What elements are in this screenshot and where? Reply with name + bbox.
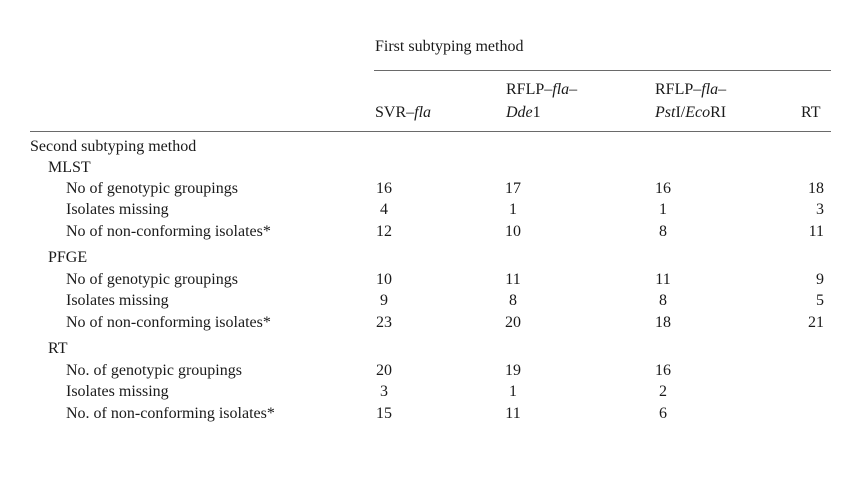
cell-value: 16 bbox=[376, 180, 392, 197]
cell-value: 9 bbox=[380, 292, 388, 309]
row-label: No of genotypic groupings bbox=[66, 271, 238, 288]
cell-value: 3 bbox=[380, 383, 388, 400]
row-label: Isolates missing bbox=[66, 201, 169, 218]
cell-value: 18 bbox=[655, 314, 671, 331]
cell-value: 1 bbox=[509, 201, 517, 218]
cell-value: 8 bbox=[509, 292, 517, 309]
cell-value: 1 bbox=[659, 201, 667, 218]
cell-value: 3 bbox=[816, 201, 824, 218]
cell-value: 5 bbox=[816, 292, 824, 309]
row-label: No of genotypic groupings bbox=[66, 180, 238, 197]
cell-value: 16 bbox=[655, 180, 671, 197]
first-method-title: First subtyping method bbox=[375, 38, 524, 55]
header-bottom-rule bbox=[30, 131, 831, 132]
cell-value: 8 bbox=[659, 223, 667, 240]
cell-value: 6 bbox=[659, 405, 667, 422]
cell-value: 23 bbox=[376, 314, 392, 331]
cell-value: 2 bbox=[659, 383, 667, 400]
col-header-rflp-pst-line2: PstI/EcoRI bbox=[655, 104, 727, 121]
col-header-rflp-pst-line1: RFLP–fla– bbox=[655, 81, 727, 98]
cell-value: 9 bbox=[816, 271, 824, 288]
row-label: No. of genotypic groupings bbox=[66, 362, 242, 379]
cell-value: 8 bbox=[659, 292, 667, 309]
section-name-pfge: PFGE bbox=[48, 249, 88, 266]
row-label: Isolates missing bbox=[66, 383, 169, 400]
row-label: No of non-conforming isolates* bbox=[66, 314, 271, 331]
cell-value: 19 bbox=[505, 362, 521, 379]
cell-value: 11 bbox=[505, 271, 521, 288]
cell-value: 10 bbox=[376, 271, 392, 288]
row-label: No. of non-conforming isolates* bbox=[66, 405, 275, 422]
cell-value: 20 bbox=[376, 362, 392, 379]
col-header-rflp-dde-line1: RFLP–fla– bbox=[506, 81, 578, 98]
col-header-svr-fla: SVR–fla bbox=[375, 104, 432, 121]
cell-value: 11 bbox=[655, 271, 671, 288]
cell-value: 17 bbox=[505, 180, 521, 197]
cell-value: 18 bbox=[808, 180, 824, 197]
cell-value: 16 bbox=[655, 362, 671, 379]
section-name-mlst: MLST bbox=[48, 159, 91, 176]
cell-value: 21 bbox=[808, 314, 824, 331]
cell-value: 15 bbox=[376, 405, 392, 422]
col-header-rt: RT bbox=[801, 104, 821, 121]
header-group-rule bbox=[374, 70, 831, 71]
row-label: No of non-conforming isolates* bbox=[66, 223, 271, 240]
cell-value: 12 bbox=[376, 223, 392, 240]
cell-value: 1 bbox=[509, 383, 517, 400]
row-label: Isolates missing bbox=[66, 292, 169, 309]
cell-value: 10 bbox=[505, 223, 521, 240]
col-header-rflp-dde-line2: Dde1 bbox=[506, 104, 541, 121]
cell-value: 11 bbox=[808, 223, 824, 240]
cell-value: 20 bbox=[505, 314, 521, 331]
second-method-title: Second subtyping method bbox=[30, 138, 197, 155]
cell-value: 4 bbox=[380, 201, 388, 218]
cell-value: 11 bbox=[505, 405, 521, 422]
section-name-rt: RT bbox=[48, 340, 68, 357]
